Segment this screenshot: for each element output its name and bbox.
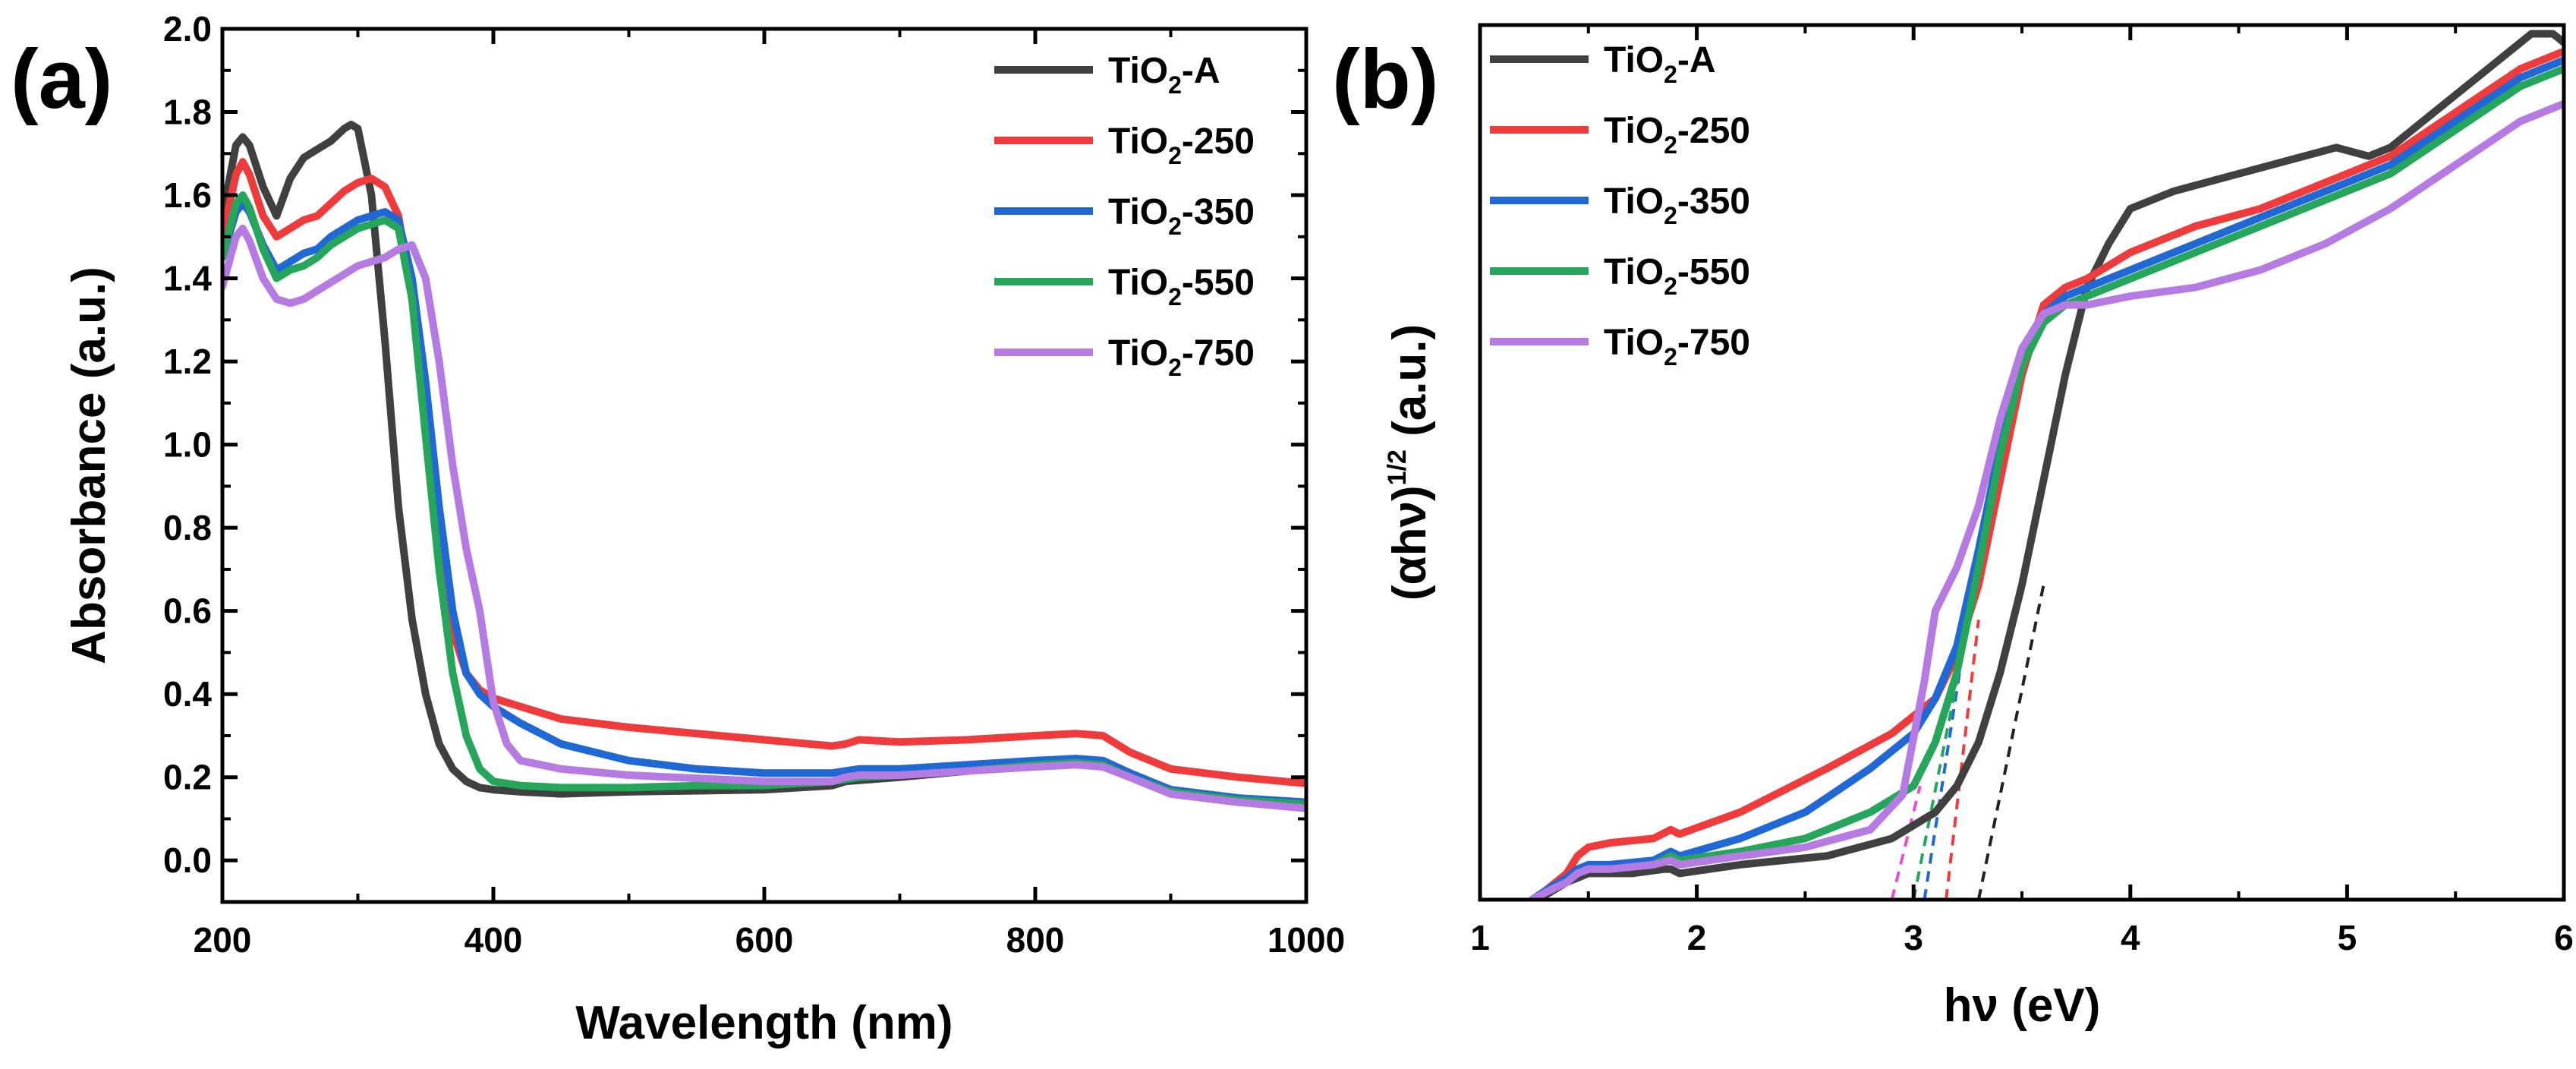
panel-b-x-tick-label: 4	[2121, 918, 2140, 957]
panel-b-ticks: 1 2 3 4 5 6	[1470, 25, 2574, 957]
panel-a-x-axis-title: Wavelength (nm)	[575, 997, 953, 1049]
panel-a-plot-area	[222, 121, 1306, 812]
legend-label-subscript: 2	[1664, 202, 1677, 229]
legend-label-subscript: 2	[1664, 131, 1677, 159]
legend-label-main: TiO	[1108, 263, 1168, 303]
legend-label-main: TiO	[1108, 121, 1168, 162]
panel-a-y-tick-label: 0.2	[163, 758, 212, 797]
panel-a-y-tick-label: 1.2	[163, 342, 212, 381]
panel-a: (a) 200 400 600 800 1000 0.0 0.2 0.4 0.6 0.8 1.0 1.…	[11, 9, 1345, 1049]
legend-label-suffix: -750	[1677, 323, 1750, 363]
panel-a-x-tick-label: 400	[464, 920, 523, 960]
panel-a-x-tick-label: 1000	[1268, 920, 1345, 960]
panel-b-tangent-tio2-250	[1945, 620, 1980, 900]
legend-label-main: TiO	[1108, 192, 1168, 232]
legend-label-suffix: -A	[1182, 51, 1220, 91]
panel-a-legend-label-tio2-350: TiO2-350	[1108, 192, 1255, 240]
panel-a-y-tick-label: 2.0	[163, 9, 212, 49]
legend-label-suffix: -250	[1677, 111, 1750, 151]
legend-label-suffix: -A	[1677, 40, 1716, 80]
panel-a-y-tick-label: 0.6	[163, 591, 212, 631]
legend-label-subscript: 2	[1168, 142, 1182, 169]
panel-a-x-tick-label: 600	[735, 920, 794, 960]
panel-b-legend-label-tio2-a: TiO2-A	[1604, 40, 1716, 88]
legend-label-suffix: -750	[1182, 333, 1255, 374]
legend-label-subscript: 2	[1168, 213, 1182, 240]
panel-a-y-tick-label: 1.8	[163, 93, 212, 132]
panel-a-label: (a)	[11, 33, 112, 126]
legend-label-subscript: 2	[1168, 283, 1182, 311]
panel-b-legend-label-tio2-750: TiO2-750	[1604, 323, 1750, 371]
legend-label-main: TiO	[1108, 333, 1168, 374]
panel-b-series-tio2-a	[1528, 30, 2564, 900]
legend-label-subscript: 2	[1664, 343, 1677, 371]
panel-a-y-tick-label: 0.4	[163, 674, 212, 714]
panel-a-legend-label-tio2-250: TiO2-250	[1108, 121, 1255, 169]
legend-label-main: TiO	[1604, 40, 1664, 80]
panel-a-series-tio2-750	[222, 224, 1306, 812]
legend-label-main: TiO	[1604, 181, 1664, 222]
panel-b-x-tick-label: 5	[2338, 918, 2357, 957]
panel-a-y-tick-label: 1.0	[163, 425, 212, 465]
panel-b-series-tio2-750	[1528, 99, 2564, 900]
panel-a-legend-label-tio2-550: TiO2-550	[1108, 263, 1255, 311]
panel-b-x-tick-label: 6	[2554, 918, 2574, 957]
panel-a-legend-label-tio2-a: TiO2-A	[1108, 51, 1220, 99]
panel-b-y-axis-title-main: (αhν)	[1384, 485, 1436, 601]
legend-label-main: TiO	[1604, 252, 1664, 292]
panel-a-ticks: 200 400 600 800 1000 0.0 0.2 0.4 0.6 0.8 1.0 1.2 1.4…	[163, 9, 1345, 960]
legend-label-main: TiO	[1604, 323, 1664, 363]
panel-a-x-tick-label: 200	[194, 920, 252, 960]
panel-b-legend-label-tio2-350: TiO2-350	[1604, 181, 1750, 229]
legend-label-suffix: -250	[1182, 121, 1255, 162]
legend-label-subscript: 2	[1168, 354, 1182, 381]
legend-label-suffix: -550	[1182, 263, 1255, 303]
panel-a-y-tick-label: 0.8	[163, 508, 212, 547]
legend-label-suffix: -350	[1182, 192, 1255, 232]
panel-b-y-axis-title-suffix: (a.u.)	[1384, 324, 1436, 449]
panel-a-legend-label-tio2-750: TiO2-750	[1108, 333, 1255, 381]
panel-b-x-tick-label: 2	[1687, 918, 1707, 957]
panel-b-series-tio2-350	[1528, 56, 2564, 900]
panel-b-y-axis-title: (αhν)1/2 (a.u.)	[1383, 324, 1436, 601]
legend-label-subscript: 2	[1168, 71, 1182, 99]
panel-b-x-axis-title: hν (eV)	[1944, 979, 2101, 1032]
panel-a-y-tick-label: 0.0	[163, 840, 212, 880]
legend-label-main: TiO	[1604, 111, 1664, 151]
panel-a-y-tick-label: 1.6	[163, 175, 212, 215]
legend-label-suffix: -550	[1677, 252, 1750, 292]
legend-label-subscript: 2	[1664, 273, 1677, 300]
panel-b-x-tick-label: 3	[1904, 918, 1923, 957]
panel-b-legend-label-tio2-250: TiO2-250	[1604, 111, 1750, 159]
panel-b-y-axis-title-superscript: 1/2	[1383, 449, 1412, 485]
panel-b-plot-area	[1528, 30, 2564, 900]
panel-a-x-tick-label: 800	[1006, 920, 1065, 960]
panel-b-tangent-tio2-750	[1890, 785, 1922, 900]
legend-label-subscript: 2	[1664, 61, 1677, 88]
panel-a-y-axis-title: Absorbance (a.u.)	[63, 266, 115, 664]
legend-label-main: TiO	[1108, 51, 1168, 91]
panel-a-y-tick-label: 1.4	[163, 259, 212, 298]
panel-b-label: (b)	[1332, 33, 1438, 126]
panel-b-legend-label-tio2-550: TiO2-550	[1604, 252, 1750, 300]
panel-b-x-tick-label: 1	[1470, 918, 1490, 957]
legend-label-suffix: -350	[1677, 181, 1750, 222]
panel-a-series-tio2-350	[222, 200, 1306, 806]
